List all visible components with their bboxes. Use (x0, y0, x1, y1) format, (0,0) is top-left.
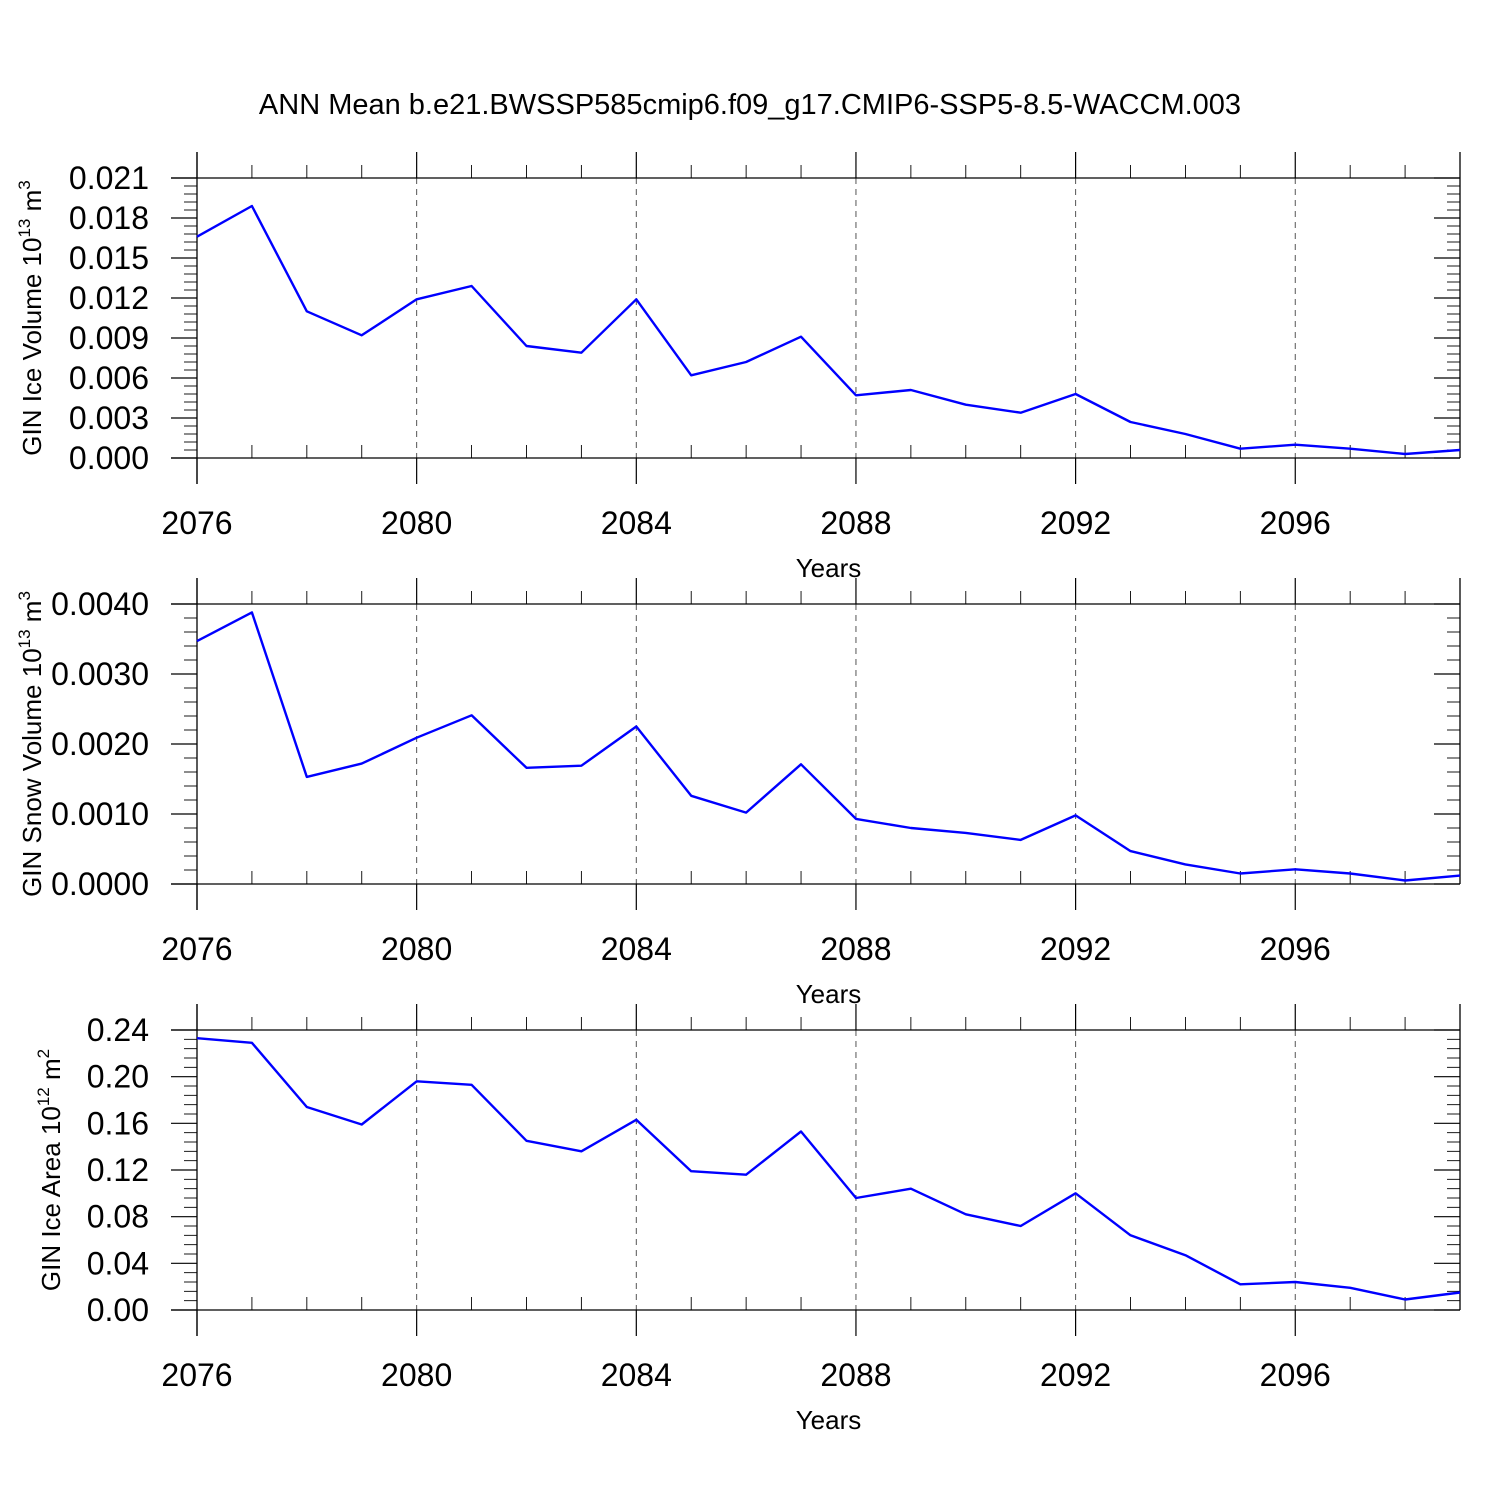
x-tick-label: 2076 (161, 1357, 232, 1393)
x-tick-label: 2076 (161, 505, 232, 541)
y-tick-label: 0.0000 (51, 866, 149, 902)
x-tick-label: 2080 (381, 505, 452, 541)
x-tick-label: 2084 (601, 1357, 672, 1393)
series-line-1 (196, 204, 1461, 456)
y-tick-label: 0.0020 (51, 726, 149, 762)
y-axis-label-unit: m (36, 1058, 66, 1087)
y-axis-label-unit-exponent: 3 (15, 180, 34, 189)
figure-title: ANN Mean b.e21.BWSSP585cmip6.f09_g17.CMI… (259, 89, 1241, 121)
x-tick-label: 2088 (820, 1357, 891, 1393)
x-tick-label: 2096 (1260, 1357, 1331, 1393)
x-tick-label: 2096 (1260, 931, 1331, 967)
x-tick-label: 2080 (381, 1357, 452, 1393)
y-tick-label: 0.08 (87, 1199, 149, 1235)
y-tick-label: 0.0030 (51, 656, 149, 692)
x-tick-label: 2076 (161, 931, 232, 967)
y-axis-label-unit-exponent: 2 (34, 1049, 53, 1058)
y-axis-label-unit: m (17, 190, 47, 219)
x-axis-label: Years (796, 979, 862, 1009)
x-axis-label: Years (796, 553, 862, 583)
y-axis-label-unit-exponent: 3 (15, 591, 34, 600)
y-tick-label: 0.04 (87, 1245, 149, 1281)
x-tick-label: 2084 (601, 931, 672, 967)
x-tick-label: 2092 (1040, 505, 1111, 541)
x-tick-label: 2084 (601, 505, 672, 541)
y-axis-label-exponent: 13 (15, 629, 34, 648)
y-axis-label-text: GIN Ice Volume 10 (17, 238, 47, 456)
y-tick-label: 0.00 (87, 1292, 149, 1328)
y-axis-label-unit: m (17, 601, 47, 630)
y-tick-label: 0.012 (69, 280, 149, 316)
y-tick-label: 0.015 (69, 240, 149, 276)
chart-panel-1: 2076 2080 2084 2088 2092 2096 0.000 0.003 0.006 0… (15, 152, 1461, 583)
y-tick-label: 0.24 (87, 1012, 149, 1048)
y-tick-label: 0.006 (69, 360, 149, 396)
x-tick-label: 2096 (1260, 505, 1331, 541)
panels: 2076 2080 2084 2088 2092 20960.0000.0030.0060… (15, 152, 1461, 1435)
x-tick-label: 2092 (1040, 1357, 1111, 1393)
y-axis-label-text: GIN Snow Volume 10 (17, 648, 47, 897)
chart-panel-2: 2076 2080 2084 2088 2092 2096 0.0000 0.0010 0.00… (15, 578, 1461, 1009)
x-tick-label: 2080 (381, 931, 452, 967)
x-tick-label: 2092 (1040, 931, 1111, 967)
chart-panel-3: 2076 2080 2084 2088 2092 2096 0.00 0.04 0.08 0.12… (34, 1004, 1461, 1435)
x-tick-label: 2088 (820, 931, 891, 967)
y-tick-label: 0.018 (69, 200, 149, 236)
y-axis-label-exponent: 12 (34, 1087, 53, 1106)
y-tick-label: 0.0040 (51, 586, 149, 622)
y-tick-label: 0.021 (69, 160, 149, 196)
y-axis-label: GIN Ice Volume 1013 m3 (15, 180, 47, 456)
y-axis-label: GIN Snow Volume 1013 m3 (15, 591, 47, 897)
series-line-1 (196, 611, 1461, 882)
y-axis-label-text: GIN Ice Area 10 (36, 1106, 66, 1291)
y-tick-label: 0.12 (87, 1152, 149, 1188)
series-line-1 (196, 1037, 1461, 1301)
y-tick-label: 0.0010 (51, 796, 149, 832)
y-tick-label: 0.009 (69, 320, 149, 356)
y-tick-label: 0.003 (69, 400, 149, 436)
y-tick-label: 0.16 (87, 1105, 149, 1141)
x-axis-label: Years (796, 1405, 862, 1435)
y-tick-label: 0.20 (87, 1059, 149, 1095)
y-axis-label: GIN Ice Area 1012 m2 (34, 1049, 66, 1291)
y-axis-label-exponent: 13 (15, 219, 34, 238)
y-tick-label: 0.000 (69, 440, 149, 476)
x-tick-label: 2088 (820, 505, 891, 541)
